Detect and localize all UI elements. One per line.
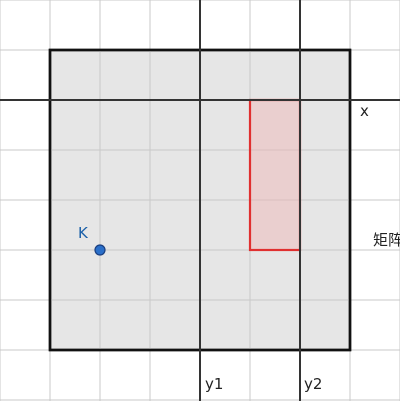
x-axis-label: x	[360, 104, 369, 119]
point-k-label: K	[78, 226, 88, 241]
y1-label: y1	[205, 377, 223, 392]
matrix-label: 矩阵	[373, 233, 400, 248]
y2-label: y2	[304, 377, 322, 392]
highlight-rectangle	[250, 100, 300, 250]
point-k	[95, 245, 105, 255]
